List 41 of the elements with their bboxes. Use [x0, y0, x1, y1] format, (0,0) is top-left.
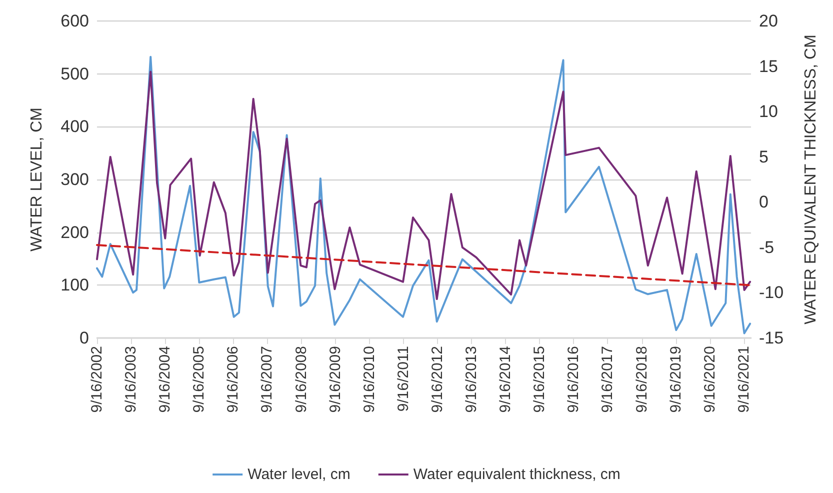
x-tick-label: 9/16/2009 [326, 346, 344, 413]
x-tick-label: 9/16/2014 [497, 346, 514, 413]
y2-tick-label: 5 [759, 147, 768, 166]
x-tick-label: 9/16/2010 [360, 346, 378, 413]
legend-label: Water equivalent thickness, cm [413, 466, 620, 483]
line-series [96, 56, 752, 334]
y2-tick-label: 0 [759, 192, 768, 212]
x-tick-label: 9/16/2002 [88, 346, 106, 413]
y2-tick-label: 20 [759, 12, 778, 30]
x-tick-label: 9/16/2016 [565, 346, 582, 413]
y-tick-label: 200 [60, 222, 89, 242]
line-series [96, 70, 752, 300]
x-tick-label: 9/16/2011 [394, 346, 412, 412]
y2-axis-title: WATER EQUIVALENT THICKNESS, CM [802, 34, 820, 324]
y-tick-label: 400 [60, 117, 89, 136]
x-tick-label: 9/16/2015 [531, 346, 548, 413]
x-tick-label: 9/16/2004 [156, 346, 174, 413]
x-tick-label: 9/16/2005 [190, 346, 208, 413]
y2-tick-label: 15 [759, 56, 778, 76]
x-tick-label: 9/16/2021 [735, 346, 752, 413]
x-tick-label: 9/16/2013 [463, 346, 480, 413]
y-tick-label: 500 [60, 64, 89, 84]
y-tick-label: 0 [80, 328, 89, 348]
x-tick-label: 9/16/2008 [292, 346, 310, 413]
legend-label: Water level, cm [248, 466, 350, 483]
y2-tick-label: -10 [759, 283, 784, 302]
x-tick-label: 9/16/2012 [429, 346, 446, 413]
y-axis-title: WATER LEVEL, CM [28, 107, 46, 252]
y2-tick-label: 10 [759, 102, 778, 122]
x-tick-label: 9/16/2003 [122, 346, 140, 413]
y-tick-label: 600 [60, 12, 89, 30]
x-tick-label: 9/16/2006 [224, 346, 242, 413]
x-tick-label: 9/16/2020 [701, 346, 718, 413]
y-tick-label: 300 [60, 170, 89, 189]
x-tick-label: 9/16/2018 [633, 346, 650, 413]
y2-tick-label: -15 [759, 328, 784, 348]
y2-tick-label: -5 [759, 238, 774, 257]
x-tick-label: 9/16/2019 [667, 346, 684, 413]
y-tick-label: 100 [60, 276, 89, 295]
x-tick-label: 9/16/2017 [599, 346, 616, 413]
x-tick-label: 9/16/2007 [258, 346, 276, 413]
